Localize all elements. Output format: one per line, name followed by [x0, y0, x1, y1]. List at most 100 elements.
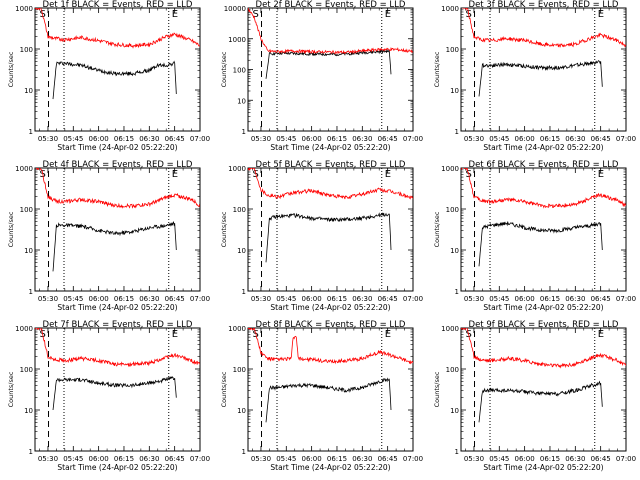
x-tick-label: 06:30: [565, 295, 585, 303]
x-tick-label: 06:30: [352, 135, 372, 143]
y-tick-label: 1: [242, 448, 246, 456]
x-tick-label: 05:30: [251, 135, 271, 143]
series-line-lld: [248, 328, 413, 365]
y-axis-label: Counts/sec: [220, 371, 228, 407]
y-tick-label: 1: [29, 288, 33, 296]
panel-det-2: Det 2f BLACK = Events, RED = LLD 1 10 100 10…: [220, 0, 423, 152]
series-line-lld: [461, 168, 626, 209]
y-tick-label: 100: [446, 366, 459, 374]
y-tick-label: 1: [242, 128, 246, 136]
y-tick-label: 1: [455, 448, 459, 456]
panel-title: Det 5f BLACK = Events, RED = LLD: [256, 160, 406, 170]
x-tick-label: 07:00: [616, 455, 636, 463]
panel-title: Det 4f BLACK = Events, RED = LLD: [43, 160, 193, 170]
x-tick-label: 07:00: [190, 135, 210, 143]
y-axis-label: Counts/sec: [7, 51, 15, 87]
x-axis-label: Start Time (24-Apr-02 05:22:20): [57, 303, 177, 312]
x-axis-label: Start Time (24-Apr-02 05:22:20): [483, 143, 603, 152]
y-tick-label: 100: [233, 67, 246, 75]
y-axis-label: Counts/sec: [7, 211, 15, 247]
x-tick-label: 06:00: [515, 455, 535, 463]
series-line-lld: [248, 168, 413, 200]
x-tick-label: 05:30: [251, 295, 271, 303]
x-tick-label: 06:45: [591, 135, 611, 143]
x-tick-label: 05:45: [63, 455, 83, 463]
start-marker-label: S: [253, 9, 259, 20]
series-line-events: [478, 221, 603, 267]
panel-det-4: Det 4f BLACK = Events, RED = LLD 1 10 100 10…: [7, 160, 210, 312]
series-line-events: [265, 377, 392, 423]
y-tick-label: 10: [450, 247, 459, 255]
end-marker-label: E: [385, 9, 391, 20]
plot-frame: [460, 7, 627, 132]
x-tick-label: 05:45: [63, 135, 83, 143]
x-tick-label: 06:00: [302, 455, 322, 463]
x-tick-label: 05:45: [276, 135, 296, 143]
x-tick-label: 06:45: [165, 455, 185, 463]
x-tick-label: 06:15: [327, 135, 347, 143]
panel-det-8: Det 8f BLACK = Events, RED = LLD 1 10 100 10…: [220, 320, 423, 472]
panel-title: Det 3f BLACK = Events, RED = LLD: [469, 0, 619, 10]
x-tick-label: 07:00: [403, 455, 423, 463]
series-line-lld: [461, 328, 626, 369]
y-axis-label: Counts/sec: [220, 51, 228, 87]
x-tick-label: 06:00: [89, 295, 109, 303]
end-marker-label: E: [598, 329, 604, 340]
series-line-events: [52, 60, 177, 100]
plot-frame: [34, 167, 201, 292]
x-tick-label: 06:00: [515, 295, 535, 303]
x-tick-label: 07:00: [190, 295, 210, 303]
panel-det-1: Det 1f BLACK = Events, RED = LLD 1 10 100 10…: [7, 0, 210, 152]
x-axis-label: Start Time (24-Apr-02 05:22:20): [270, 303, 390, 312]
y-tick-label: 1000: [15, 5, 33, 13]
x-tick-label: 06:45: [165, 135, 185, 143]
x-tick-label: 06:15: [327, 455, 347, 463]
plot-frame: [460, 167, 627, 292]
x-tick-label: 05:45: [276, 455, 296, 463]
series-line-events: [265, 212, 392, 263]
plot-frame: [247, 7, 414, 132]
x-axis-label: Start Time (24-Apr-02 05:22:20): [483, 303, 603, 312]
y-tick-label: 10: [237, 247, 246, 255]
y-tick-label: 100: [20, 366, 33, 374]
y-tick-label: 1: [29, 448, 33, 456]
series-line-lld: [36, 168, 200, 209]
x-axis-label: Start Time (24-Apr-02 05:22:20): [57, 143, 177, 152]
x-tick-label: 05:45: [489, 135, 509, 143]
series-line-events: [478, 60, 603, 97]
x-tick-label: 05:30: [251, 455, 271, 463]
y-tick-label: 10: [24, 247, 33, 255]
y-tick-label: 1000: [228, 325, 246, 333]
y-axis-label: Counts/sec: [433, 51, 441, 87]
y-tick-label: 100: [233, 206, 246, 214]
x-tick-label: 06:00: [89, 135, 109, 143]
panel-title: Det 8f BLACK = Events, RED = LLD: [256, 320, 406, 330]
y-tick-label: 1000: [15, 325, 33, 333]
x-tick-label: 06:15: [327, 295, 347, 303]
x-tick-label: 07:00: [403, 135, 423, 143]
y-axis-label: Counts/sec: [220, 211, 228, 247]
series-line-lld: [248, 8, 413, 55]
y-axis-label: Counts/sec: [433, 371, 441, 407]
x-tick-label: 06:00: [89, 455, 109, 463]
x-tick-label: 06:00: [302, 135, 322, 143]
x-tick-label: 05:30: [38, 135, 58, 143]
end-marker-label: E: [172, 329, 178, 340]
y-tick-label: 1: [455, 288, 459, 296]
x-tick-label: 06:45: [591, 295, 611, 303]
x-tick-label: 05:45: [63, 295, 83, 303]
end-marker-label: E: [172, 9, 178, 20]
y-tick-label: 1: [455, 128, 459, 136]
x-axis-label: Start Time (24-Apr-02 05:22:20): [270, 463, 390, 472]
x-tick-label: 06:15: [540, 455, 560, 463]
plot-frame: [460, 327, 627, 452]
y-tick-label: 10: [237, 407, 246, 415]
plot-frame: [34, 7, 201, 132]
x-tick-label: 07:00: [190, 455, 210, 463]
x-tick-label: 05:30: [464, 295, 484, 303]
plot-frame: [247, 167, 414, 292]
x-tick-label: 06:45: [378, 135, 398, 143]
series-line-events: [52, 376, 177, 411]
y-tick-label: 10000: [224, 5, 246, 13]
x-tick-label: 06:45: [378, 295, 398, 303]
